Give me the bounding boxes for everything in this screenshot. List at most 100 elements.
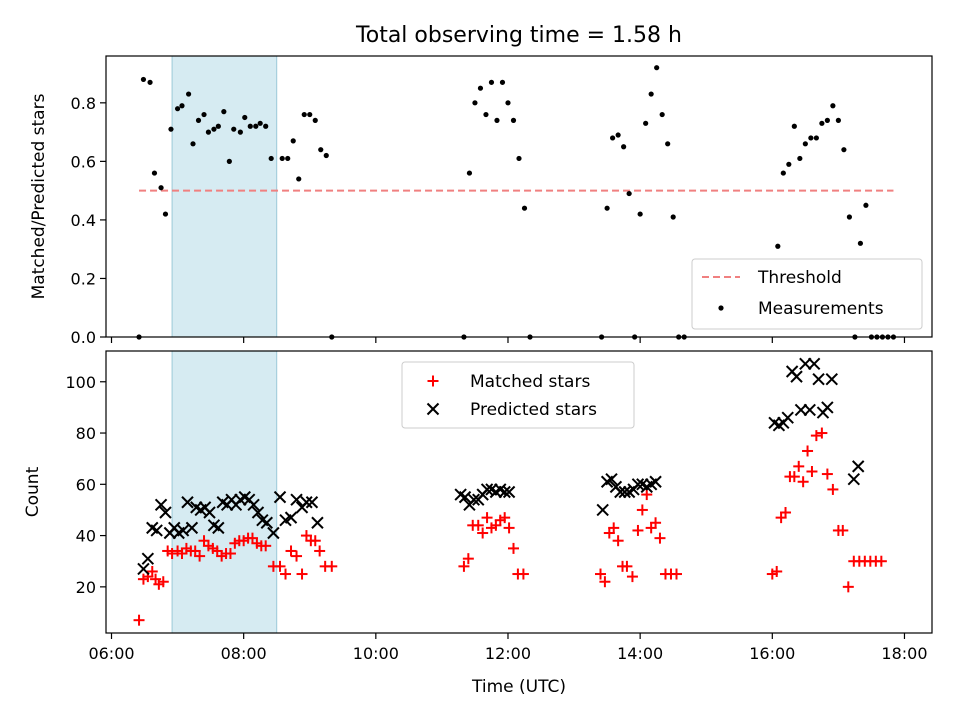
matched-star-point [612, 535, 624, 547]
matched-star-point [810, 430, 822, 442]
matched-star-point [621, 560, 633, 572]
predicted-star-point-b [141, 552, 155, 565]
measurement-point [780, 170, 786, 176]
top-y-ticks: 0.0 0.2 0.4 0.6 0.8 [71, 94, 106, 347]
predicted-star-point-b [154, 498, 168, 512]
bottom-x-tick-label: 10:00 [353, 644, 399, 663]
bottom-y-ticks: 20 40 60 80 100 [65, 373, 106, 597]
matched-star-point [842, 581, 854, 593]
predicted-star-point [614, 485, 627, 499]
predicted-star-point-b [284, 511, 298, 524]
matched-star-point [626, 571, 638, 583]
bottom-y-tick-label: 100 [65, 373, 96, 392]
bottom-y-tick-label: 40 [76, 527, 96, 546]
measurement-point [247, 123, 253, 129]
matched-star-points [133, 427, 887, 626]
matched-star-point [481, 512, 493, 524]
measurement-point [665, 141, 671, 147]
measurement-point [140, 76, 147, 83]
measurement-point [637, 211, 643, 217]
matched-star-point [477, 527, 489, 539]
predicted-star-point [812, 372, 825, 386]
measurement-point [505, 100, 511, 106]
measurement-point [296, 176, 302, 182]
measurement-point [499, 79, 506, 85]
predicted-star-point [260, 516, 274, 529]
predicted-star-point [251, 506, 265, 519]
measurement-point [615, 132, 621, 138]
matched-star-point [499, 512, 511, 524]
measurement-point [857, 240, 864, 246]
predicted-star-point-b [614, 485, 627, 499]
chart-title: Total observing time = 1.58 h [355, 23, 682, 48]
predicted-star-point [284, 511, 298, 524]
predicted-star-point-b [150, 524, 163, 537]
bottom-x-tick-label: 06:00 [88, 644, 134, 663]
predicted-star-point [803, 403, 816, 417]
measurement-point [516, 155, 522, 162]
matched-star-point [837, 524, 849, 536]
predicted-star-point-b [618, 485, 631, 499]
predicted-star-point [137, 562, 150, 576]
matched-star-point [780, 507, 792, 519]
measurement-point [621, 144, 627, 150]
predicted-star-point [203, 506, 216, 519]
predicted-star-point [825, 372, 838, 386]
measurement-point [775, 243, 781, 249]
matched-star-point [632, 524, 644, 536]
predicted-star-point-b [311, 516, 324, 529]
matched-star-point [146, 565, 158, 577]
bottom-y-tick-label: 80 [76, 424, 96, 443]
predicted-star-point-b [251, 506, 265, 519]
legend-predicted-marker [426, 402, 440, 416]
measurement-point [226, 158, 232, 164]
predicted-star-point-b [605, 472, 618, 486]
top-y-tick-label: 0.6 [71, 152, 96, 171]
legend-predicted-swatch [426, 402, 440, 416]
predicted-star-point-b [494, 483, 507, 496]
legend-matched-swatch [427, 375, 439, 387]
measurement-point [797, 155, 803, 162]
predicted-star-point [480, 483, 494, 496]
measurement-point [610, 135, 616, 141]
predicted-star-point [631, 478, 645, 491]
predicted-star-point [305, 496, 319, 509]
bot-highlight-rect [171, 350, 278, 634]
legend-threshold-label: Threshold [757, 268, 842, 288]
matched-star-point [821, 468, 833, 480]
matched-star-point [285, 545, 297, 557]
top-y-axis-label: Matched/Predicted stars [29, 93, 49, 299]
measurement-point [253, 123, 259, 129]
bottom-x-tick-label: 12:00 [485, 644, 531, 663]
matched-star-point [788, 471, 800, 483]
top-y-tick-label: 0.2 [71, 269, 96, 288]
legend-predicted-marker-b [426, 402, 440, 416]
matched-star-point [326, 560, 338, 572]
predicted-star-point [159, 506, 172, 519]
top-legend: Threshold Measurements [691, 258, 923, 330]
predicted-star-point-b [267, 526, 280, 540]
predicted-star-point-b [212, 521, 225, 535]
predicted-star-point-b [502, 485, 516, 499]
measurement-point [285, 155, 291, 162]
measurement-point [195, 117, 202, 123]
x-axis-label: Time (UTC) [471, 677, 566, 697]
bottom-y-tick-label: 20 [76, 578, 96, 597]
measurement-point [846, 214, 853, 220]
predicted-star-point-b [480, 483, 494, 496]
measurement-point [802, 141, 808, 147]
matched-star-point [224, 548, 236, 560]
predicted-star-point-b [260, 516, 274, 529]
predicted-star-point [618, 485, 631, 499]
predicted-star-point [498, 485, 511, 499]
predicted-star-point-b [256, 513, 269, 527]
bottom-axes-frame [105, 350, 933, 634]
predicted-star-point-b [305, 496, 319, 509]
predicted-star-point [154, 498, 168, 512]
measurement-point [510, 117, 517, 123]
predicted-star-point [821, 401, 834, 414]
measurement-point [477, 85, 484, 91]
matched-star-point [771, 565, 783, 577]
matched-star-point [650, 517, 662, 529]
predicted-star-point [649, 475, 662, 488]
